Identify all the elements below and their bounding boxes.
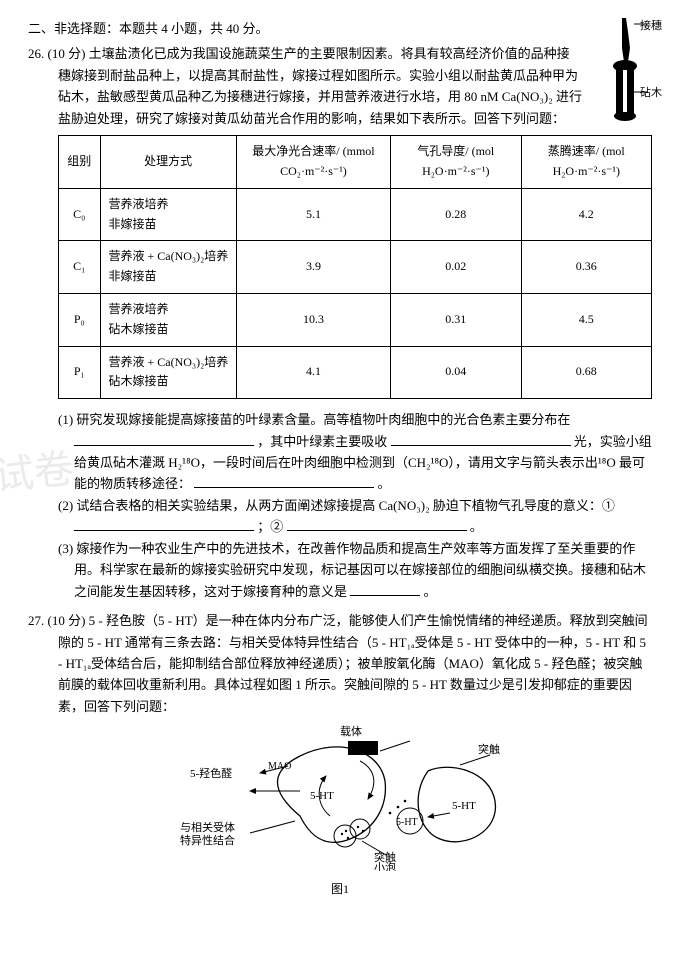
section-header: 二、非选择题：本题共 4 小题，共 40 分。 (28, 18, 652, 39)
table-header-row: 组别 处理方式 最大净光合速率/ (mmol CO₂·m⁻²·s⁻¹) 气孔导度… (59, 136, 652, 189)
cell: C₀ (59, 188, 101, 241)
cell: 营养液培养 砧木嫁接苗 (100, 293, 236, 346)
q26-sub1a: (1) 研究发现嫁接能提高嫁接苗的叶绿素含量。高等植物叶肉细胞中的光合色素主要分… (58, 412, 570, 427)
cell: P₀ (59, 293, 101, 346)
cell: 0.02 (391, 241, 521, 294)
th-trans: 蒸腾速率/ (mol H₂O·m⁻²·s⁻¹) (521, 136, 652, 189)
q27-intro: 5 - 羟色胺（5 - HT）是一种在体内分布广泛，能够使人们产生愉悦情绪的神经… (58, 613, 648, 714)
q26-table: 组别 处理方式 最大净光合速率/ (mmol CO₂·m⁻²·s⁻¹) 气孔导度… (58, 135, 652, 399)
question-27: 27. (10 分) 5 - 羟色胺（5 - HT）是一种在体内分布广泛，能够使… (28, 610, 652, 899)
cell: 0.68 (521, 346, 652, 399)
blank (194, 474, 374, 488)
cell: 0.31 (391, 293, 521, 346)
cell: 0.04 (391, 346, 521, 399)
cell: 5.1 (236, 188, 390, 241)
cell: 0.28 (391, 188, 521, 241)
question-26: 26. (10 分) 土壤盐渍化已成为我国设施蔬菜生产的主要限制因素。将具有较高… (28, 43, 652, 602)
cell: 10.3 (236, 293, 390, 346)
table-row: C₁ 营养液 + Ca(NO₃)₂培养 非嫁接苗 3.9 0.02 0.36 (59, 241, 652, 294)
table-row: P₁ 营养液 + Ca(NO₃)₂培养 砧木嫁接苗 4.1 0.04 0.68 (59, 346, 652, 399)
q26-sub1b: ，其中叶绿素主要吸收 (257, 434, 387, 449)
th-group: 组别 (59, 136, 101, 189)
q26-intro: 土壤盐渍化已成为我国设施蔬菜生产的主要限制因素。将具有较高经济价值的品种接穗嫁接… (58, 46, 582, 125)
th-photo: 最大净光合速率/ (mmol CO₂·m⁻²·s⁻¹) (236, 136, 390, 189)
blank (74, 517, 254, 531)
cell: 0.36 (521, 241, 652, 294)
cell: C₁ (59, 241, 101, 294)
q26-num: 26. (28, 46, 44, 61)
scion-label: 接穗 (640, 17, 662, 35)
q26-sub1: (1) 研究发现嫁接能提高嫁接苗的叶绿素含量。高等植物叶肉细胞中的光合色素主要分… (58, 409, 652, 495)
stock-label: 砧木 (640, 84, 662, 102)
q27-score: (10 分) (48, 613, 86, 628)
q26-sub2c: 。 (470, 519, 483, 534)
graft-figure: 接穗 砧木 (588, 14, 658, 134)
blank (74, 432, 254, 446)
svg-text:突触: 突触 (478, 742, 500, 756)
svg-text:5-HT: 5-HT (310, 790, 334, 802)
svg-text:5-HT: 5-HT (452, 800, 476, 812)
svg-text:与相关受体: 与相关受体 (180, 820, 235, 834)
svg-text:小泡: 小泡 (374, 860, 396, 871)
blank (287, 517, 467, 531)
cell: 4.2 (521, 188, 652, 241)
svg-text:载体: 载体 (340, 724, 362, 738)
th-method: 处理方式 (100, 136, 236, 189)
table-row: C₀ 营养液培养 非嫁接苗 5.1 0.28 4.2 (59, 188, 652, 241)
svg-text:特异性结合: 特异性结合 (180, 833, 235, 847)
cell: P₁ (59, 346, 101, 399)
q26-sub1d: 。 (378, 476, 391, 491)
cell: 4.5 (521, 293, 652, 346)
cell: 3.9 (236, 241, 390, 294)
figure-1-caption: 图1 (28, 880, 652, 900)
q26-sub3: (3) 嫁接作为一种农业生产中的先进技术，在改善作物品质和提高生产效率等方面发挥… (58, 538, 652, 602)
th-stomata: 气孔导度/ (mol H₂O·m⁻²·s⁻¹) (391, 136, 521, 189)
svg-text:5-羟色醛: 5-羟色醛 (190, 766, 232, 780)
blank (391, 432, 571, 446)
q26-sub2: (2) 试结合表格的相关实验结果，从两方面阐述嫁接提高 Ca(NO₃)₂ 胁迫下… (58, 495, 652, 538)
figure-1: 5-HT 5-HT MAO 5-羟色醛 载体 突触 5-HT 与相关受体 特异性… (28, 721, 652, 899)
blank (350, 582, 420, 596)
cell: 营养液 + Ca(NO₃)₂培养 非嫁接苗 (100, 241, 236, 294)
q26-score: (10 分) (48, 46, 86, 61)
q27-num: 27. (28, 613, 44, 628)
cell: 4.1 (236, 346, 390, 399)
q26-sub2a: (2) 试结合表格的相关实验结果，从两方面阐述嫁接提高 Ca(NO₃)₂ 胁迫下… (58, 498, 615, 513)
cell: 营养液 + Ca(NO₃)₂培养 砧木嫁接苗 (100, 346, 236, 399)
q26-sub2b: ；② (257, 519, 283, 534)
q26-sub3b: 。 (424, 584, 437, 599)
table-row: P₀ 营养液培养 砧木嫁接苗 10.3 0.31 4.5 (59, 293, 652, 346)
svg-text:5-HT: 5-HT (396, 817, 418, 828)
cell: 营养液培养 非嫁接苗 (100, 188, 236, 241)
